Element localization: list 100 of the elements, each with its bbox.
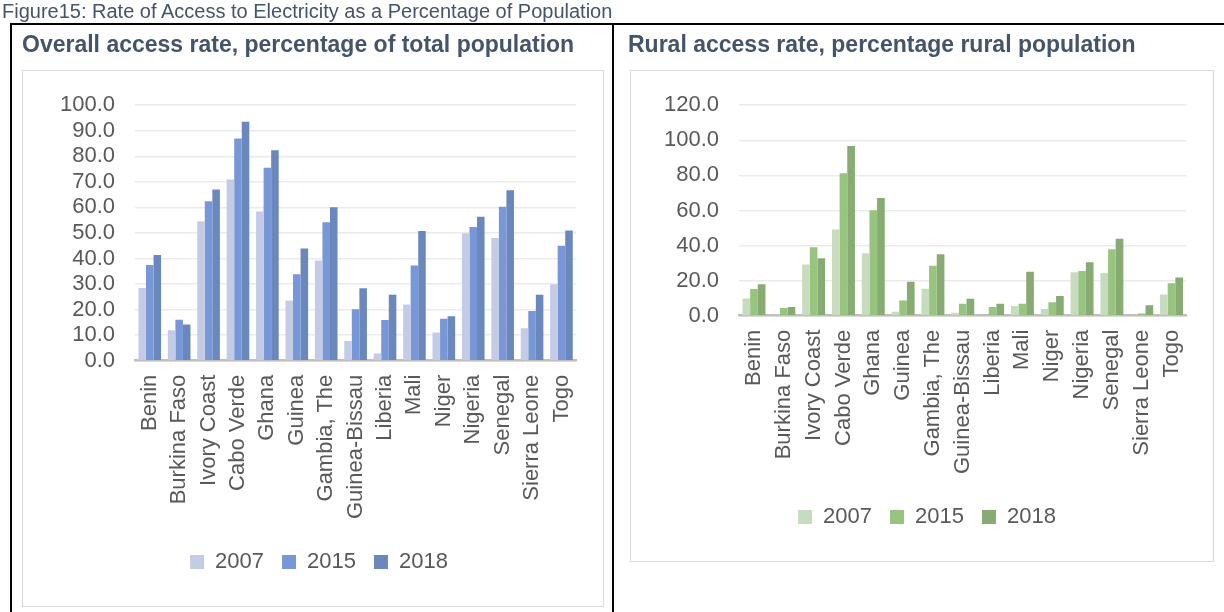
- bar: [314, 260, 323, 360]
- bar: [921, 288, 930, 315]
- bar: [491, 238, 499, 360]
- bar: [847, 145, 855, 315]
- bar: [996, 303, 1005, 315]
- y-tick-label: 120.0: [663, 91, 720, 117]
- x-tick-label: Ghana: [859, 328, 885, 396]
- y-tick-label: 30.0: [72, 270, 116, 296]
- x-tick-label: Ghana: [253, 373, 279, 441]
- y-tick-label: 70.0: [72, 167, 116, 193]
- bar: [988, 307, 997, 315]
- x-tick-label: Nigeria: [1068, 328, 1094, 400]
- bar: [958, 303, 967, 315]
- x-tick-label: Benin: [740, 329, 766, 386]
- bar: [469, 227, 478, 360]
- bar: [329, 207, 338, 360]
- bar: [557, 245, 566, 360]
- bar: [138, 287, 146, 360]
- y-tick-label: 100.0: [663, 126, 720, 152]
- y-tick-label: 40.0: [72, 244, 116, 270]
- x-tick-label: Ivory Coast: [799, 329, 825, 441]
- x-tick-label: Gambia, The: [312, 374, 338, 502]
- y-tick-label: 20.0: [676, 266, 720, 292]
- x-tick-label: Liberia: [371, 373, 397, 441]
- y-tick-label: 80.0: [676, 161, 720, 187]
- x-tick-label: Senegal: [1097, 329, 1123, 411]
- bar: [293, 274, 301, 360]
- bar: [802, 264, 810, 315]
- bar: [1145, 305, 1154, 315]
- bar: [861, 253, 870, 315]
- bar: [550, 284, 558, 360]
- bar: [403, 304, 411, 360]
- legend-label: 2015: [915, 503, 964, 529]
- bar: [839, 173, 848, 315]
- y-tick-label: 50.0: [72, 219, 116, 245]
- bar: [936, 254, 945, 315]
- bar: [175, 319, 183, 360]
- legend-label: 2007: [823, 503, 873, 529]
- y-tick-label: 20.0: [72, 295, 116, 321]
- bar: [263, 167, 272, 360]
- bar: [1175, 277, 1184, 315]
- bar: [440, 318, 448, 360]
- bar: [951, 312, 959, 315]
- y-tick-label: 0.0: [688, 301, 720, 327]
- x-tick-label: Mali: [400, 374, 426, 416]
- bar: [197, 221, 205, 360]
- chart-title: Overall access rate, percentage of total population: [22, 31, 575, 58]
- x-tick-label: Burkina Faso: [165, 374, 191, 505]
- bar: [1056, 296, 1064, 315]
- bar: [1115, 238, 1124, 315]
- bar: [447, 316, 456, 360]
- bar: [1078, 270, 1086, 315]
- bar: [787, 307, 796, 315]
- bar: [779, 307, 788, 315]
- bar: [966, 298, 975, 315]
- legend-label: 2015: [307, 548, 356, 574]
- bar: [322, 222, 330, 360]
- bar: [1085, 262, 1094, 315]
- bar: [344, 341, 352, 360]
- legend-label: 2018: [1006, 503, 1056, 529]
- x-tick-label: Ivory Coast: [194, 374, 220, 486]
- x-tick-label: Guinea: [282, 373, 308, 446]
- bar: [1048, 302, 1057, 315]
- bar: [520, 328, 529, 360]
- y-tick-label: 60.0: [72, 193, 116, 219]
- x-tick-label: Togo: [547, 374, 573, 423]
- x-tick-label: Cabo Verde: [224, 374, 250, 491]
- x-tick-label: Liberia: [978, 328, 1004, 396]
- bar: [528, 310, 536, 360]
- caption: Figure15: Rate of Access to Electricity as a Percentage of Population: [2, 0, 613, 22]
- bar: [145, 264, 154, 360]
- bar: [226, 179, 235, 360]
- bar: [869, 210, 878, 315]
- bar: [204, 201, 213, 360]
- bar: [359, 288, 367, 360]
- y-tick-label: 100.0: [59, 91, 116, 117]
- bar: [388, 294, 397, 360]
- bar: [877, 198, 885, 315]
- bar: [535, 294, 544, 360]
- bar: [1108, 249, 1116, 315]
- bar: [1160, 294, 1168, 315]
- bar: [182, 324, 191, 360]
- bar: [256, 211, 264, 360]
- x-tick-label: Sierra Leone: [518, 374, 544, 501]
- y-tick-label: 80.0: [72, 142, 116, 168]
- x-tick-label: Sierra Leone: [1127, 329, 1153, 456]
- bar: [757, 284, 766, 315]
- x-tick-label: Benin: [135, 374, 161, 431]
- x-tick-label: Cabo Verde: [829, 329, 855, 446]
- x-tick-label: Mali: [1008, 329, 1034, 371]
- bar: [817, 258, 826, 315]
- bar: [153, 254, 162, 360]
- x-tick-label: Guinea-Bissau: [948, 329, 974, 475]
- y-tick-label: 90.0: [72, 116, 116, 142]
- bar: [351, 309, 360, 360]
- bar: [461, 233, 470, 360]
- bar: [1167, 283, 1176, 315]
- bar: [167, 330, 176, 360]
- bar: [212, 189, 220, 360]
- bar: [1040, 309, 1049, 315]
